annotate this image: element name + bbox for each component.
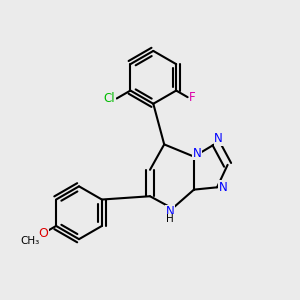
Text: Cl: Cl xyxy=(103,92,115,105)
Text: F: F xyxy=(189,91,196,104)
Text: N: N xyxy=(219,181,227,194)
Text: O: O xyxy=(38,227,48,240)
Text: H: H xyxy=(166,214,174,224)
Text: N: N xyxy=(214,132,223,145)
Text: N: N xyxy=(165,205,174,218)
Text: CH₃: CH₃ xyxy=(21,236,40,246)
Text: N: N xyxy=(193,147,202,160)
